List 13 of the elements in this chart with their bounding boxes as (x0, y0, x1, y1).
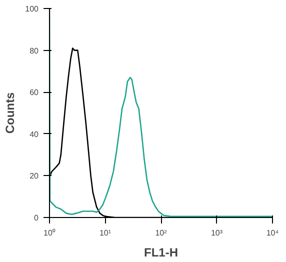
x-tick-label: 10⁴ (266, 228, 280, 238)
x-tick-label: 10³ (210, 228, 223, 238)
y-tick-label: 20 (30, 172, 40, 181)
x-tick-label: 10¹ (99, 228, 112, 238)
x-tick-label: 10² (155, 228, 168, 238)
y-tick-label: 60 (30, 88, 40, 98)
y-tick-label: 100 (25, 4, 40, 14)
y-tick-label: 80 (30, 46, 40, 56)
y-tick-label: 0 (34, 214, 40, 222)
y-tick-label: 40 (30, 130, 40, 139)
y-axis-title: Counts (3, 92, 18, 134)
x-tick-label: 10⁰ (44, 228, 56, 238)
x-axis-title: FL1-H (144, 246, 178, 260)
